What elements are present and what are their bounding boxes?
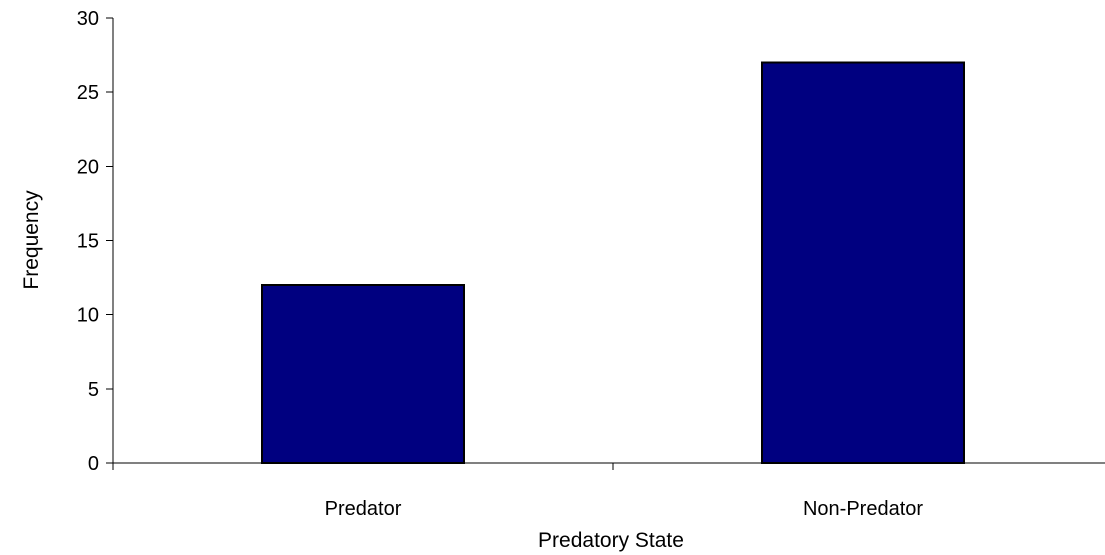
y-tick-label: 5 (88, 379, 99, 401)
y-axis-ticks: 0 5 10 15 20 25 30 (77, 8, 113, 475)
bar-series (261, 61, 965, 464)
y-tick-label: 30 (77, 8, 99, 30)
x-axis-ticks (112, 463, 614, 470)
bar-non-predator (761, 61, 965, 464)
x-axis-title: Predatory State (538, 529, 684, 552)
y-tick-label: 15 (77, 231, 99, 253)
y-tick-label: 0 (88, 453, 99, 475)
y-axis-title: Frequency (20, 190, 43, 290)
bar-predator (261, 284, 465, 464)
y-tick-label: 25 (77, 82, 99, 104)
x-category-labels: Predator Non-Predator (325, 498, 924, 520)
x-category-label: Non-Predator (803, 498, 923, 520)
y-tick-label: 10 (77, 305, 99, 327)
y-tick-label: 20 (77, 156, 99, 178)
x-category-label: Predator (325, 498, 402, 520)
